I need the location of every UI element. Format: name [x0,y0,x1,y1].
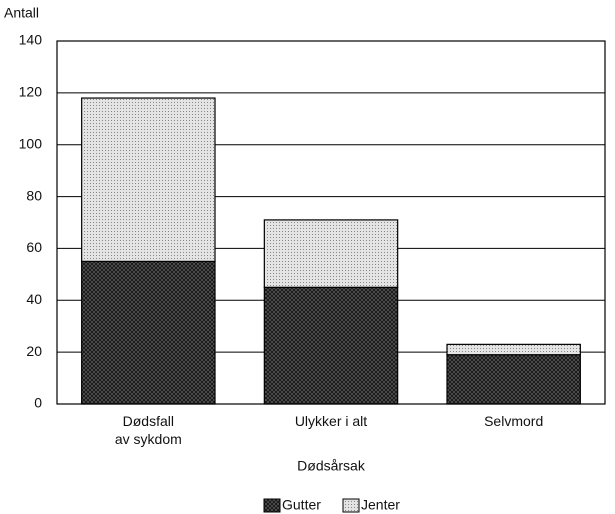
x-tick-label: Selvmord [484,413,543,429]
bar-segment [446,343,581,356]
bar-segment [446,354,581,405]
y-tick-label: 20 [26,343,42,359]
y-tick-label: 40 [26,291,42,307]
legend-label: Gutter [282,497,321,513]
y-tick-label: 100 [19,135,43,151]
y-tick-label: 0 [34,395,42,411]
plot-frame [56,40,606,405]
y-tick-label: 140 [19,32,43,48]
bar-segment [263,286,399,405]
legend-label: Jenter [361,497,400,513]
y-tick-label: 60 [26,239,42,255]
y-axis-label: Antall [4,5,39,21]
legend-swatch [263,498,281,513]
legend-swatch [342,498,360,513]
x-tick-label: Ulykker i alt [295,413,367,429]
y-tick-label: 120 [19,84,43,100]
bar-segment [81,97,216,262]
y-tick-label: 80 [26,187,42,203]
bar-segment [263,219,399,288]
bar-segment [81,260,216,405]
x-tick-label: Dødsfall av sykdom [115,413,182,447]
x-axis-label: Dødsårsak [297,458,366,474]
